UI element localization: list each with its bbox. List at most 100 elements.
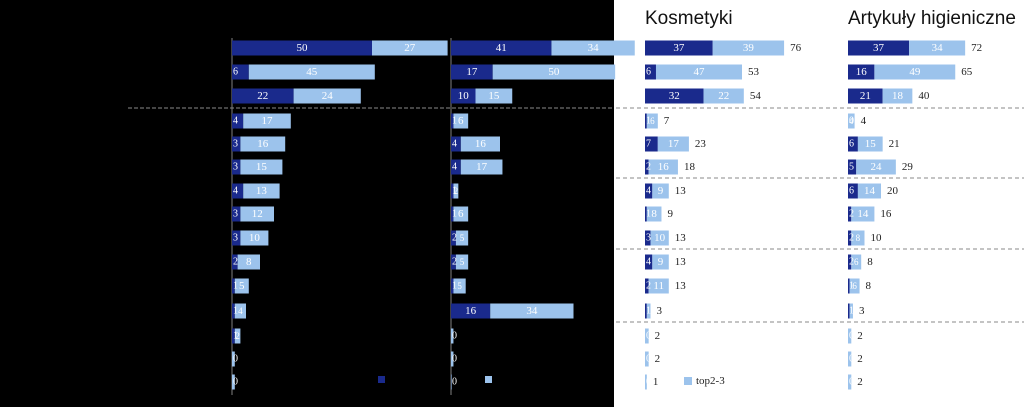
data-label-top23: 15 [865, 138, 877, 150]
bar-top23 [460, 159, 503, 175]
data-label-top1: 1 [452, 209, 457, 220]
data-label-top1: 0 [849, 354, 854, 365]
bar-top23 [646, 113, 658, 129]
data-label-top1: 4 [233, 186, 238, 197]
bar-top1 [232, 328, 235, 344]
data-label-top23: 34 [588, 42, 600, 54]
data-label-top23: 10 [654, 232, 666, 244]
data-label-top1: 1 [452, 186, 457, 197]
data-label-top1: 0 [646, 377, 651, 388]
data-label-top1: 1 [646, 116, 651, 127]
data-label-top1: 0 [233, 377, 238, 388]
data-label-top1: 37 [673, 42, 685, 54]
data-label-total: 10 [871, 232, 883, 244]
data-label-total: 13 [675, 256, 687, 268]
data-label-top23: 6 [852, 281, 857, 291]
bar-top1 [645, 254, 653, 270]
data-label-total: 4 [861, 115, 867, 127]
bar-top23 [453, 278, 466, 294]
bar-top1 [232, 254, 238, 270]
data-label-top1: 22 [257, 90, 268, 102]
bar-top1 [848, 254, 852, 270]
bar-top23 [460, 136, 500, 152]
bar-top23 [646, 303, 651, 319]
data-label-top1: 1 [849, 306, 854, 317]
bar-top23 [848, 328, 852, 344]
bar-top23 [856, 159, 896, 175]
bar-top1 [645, 230, 651, 246]
data-label-top23: 9 [658, 185, 664, 197]
bar-top1 [232, 206, 241, 222]
data-label-top1: 4 [452, 162, 457, 173]
data-label-top1: 1 [233, 306, 238, 317]
data-label-top1: 2 [646, 162, 651, 173]
bar-top23 [248, 64, 375, 80]
bar-top23 [551, 40, 635, 56]
data-label-top23: 17 [668, 138, 680, 150]
data-label-top1: 37 [873, 42, 885, 54]
data-label-top1: 17 [466, 66, 478, 78]
data-label-top23: 5 [457, 281, 462, 291]
data-label-top1: 4 [646, 186, 651, 197]
bar-top1 [232, 278, 235, 294]
data-label-top1: 0 [646, 331, 651, 342]
bar-top23 [652, 183, 669, 199]
bar-top23 [909, 40, 966, 56]
data-label-top1: 4 [233, 116, 238, 127]
data-label-total: 2 [655, 330, 661, 342]
bar-top1 [451, 303, 491, 319]
bar-top23 [851, 254, 862, 270]
data-label-total: 65 [961, 66, 973, 78]
bar-top1 [848, 183, 858, 199]
data-label-top1: 21 [860, 90, 871, 102]
data-label-top23: 2 [235, 331, 240, 341]
bar-top1 [645, 206, 647, 222]
data-label-top1: 1 [452, 281, 457, 292]
bar-top23 [646, 206, 662, 222]
bar-top23 [232, 374, 235, 390]
bar-top1 [848, 88, 883, 104]
bar-top1 [232, 88, 294, 104]
data-label-top23: 8 [651, 208, 657, 220]
bar-top1 [232, 183, 244, 199]
data-label-top23: 16 [257, 138, 269, 150]
data-label-total: 23 [695, 138, 707, 150]
data-label-top23: 15 [488, 90, 500, 102]
bar-top23 [851, 230, 865, 246]
data-label-top1: 0 [233, 354, 238, 365]
bar-top23 [648, 159, 678, 175]
bar-top23 [455, 254, 469, 270]
bar-top1 [451, 278, 454, 294]
bar-top1 [451, 136, 461, 152]
data-label-top1: 1 [233, 331, 238, 342]
legend-swatch-top23 [485, 376, 492, 383]
bar-top1 [848, 40, 910, 56]
data-label-top23: 49 [909, 66, 921, 78]
data-label-top23: 2 [454, 186, 459, 196]
bar-top1 [232, 113, 244, 129]
data-label-top23: 17 [262, 115, 274, 127]
data-label-top1: 2 [452, 257, 457, 268]
data-label-top1: 3 [646, 233, 651, 244]
data-label-top23: 34 [526, 305, 538, 317]
bar-top1 [848, 136, 858, 152]
bar-top23 [652, 254, 669, 270]
data-label-total: 40 [918, 90, 930, 102]
bar-top1 [451, 159, 461, 175]
bar-top23 [240, 136, 286, 152]
data-label-top1: 2 [849, 257, 854, 268]
data-label-total: 9 [667, 208, 673, 220]
bar-top1 [451, 206, 454, 222]
data-label-top1: 0 [849, 377, 854, 388]
data-label-total: 54 [750, 90, 762, 102]
bar-top1 [232, 230, 241, 246]
data-label-top1: 2 [849, 209, 854, 220]
data-label-top1: 10 [458, 90, 470, 102]
data-label-total: 2 [857, 376, 863, 388]
data-label-top23: 14 [857, 208, 869, 220]
bar-top23 [848, 374, 852, 390]
data-label-top1: 0 [646, 354, 651, 365]
data-label-top1: 2 [646, 281, 651, 292]
data-label-top23: 13 [256, 185, 268, 197]
bar-top1 [848, 230, 852, 246]
